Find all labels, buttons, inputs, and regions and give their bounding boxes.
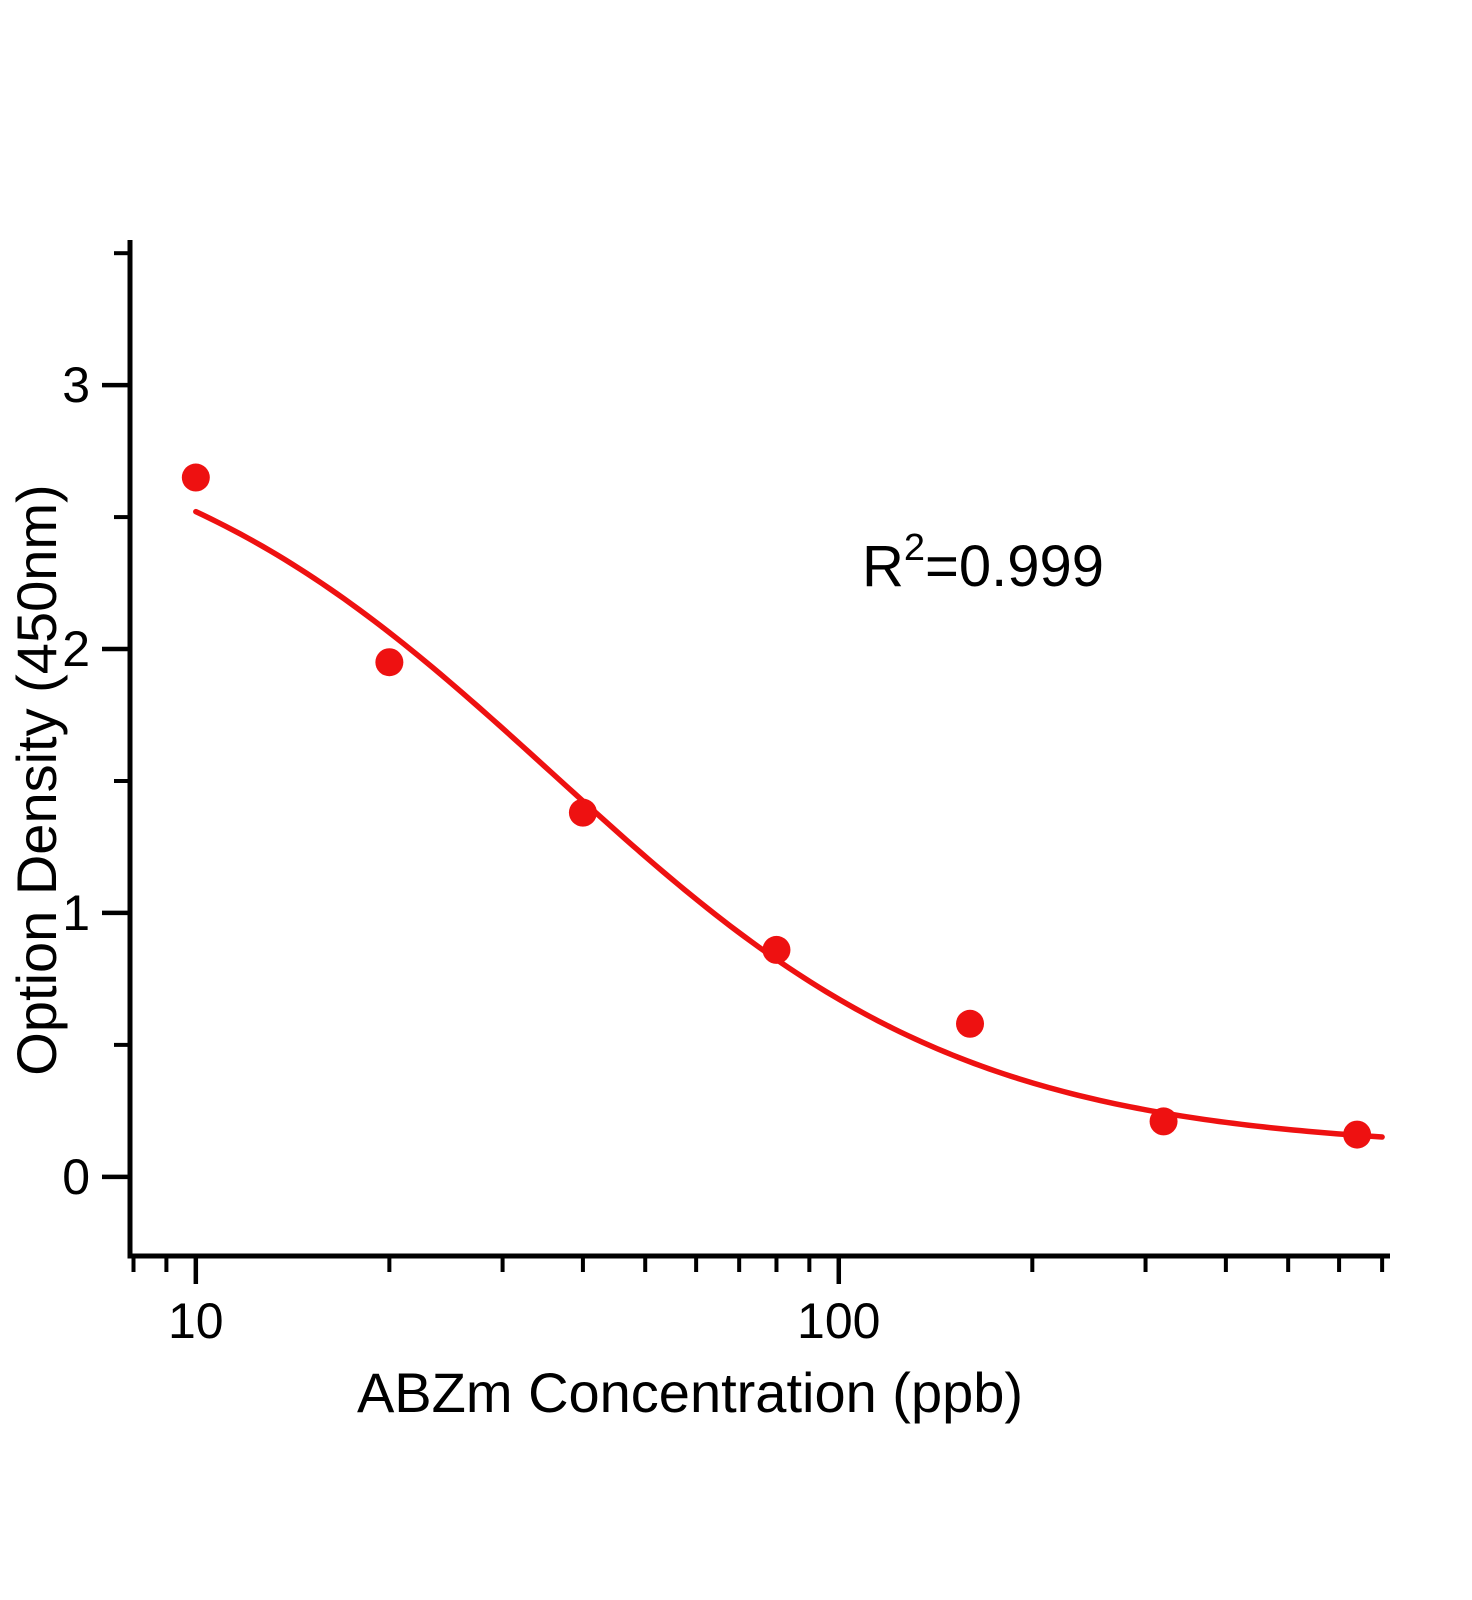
data-point	[375, 648, 404, 677]
x-tick-label: 100	[797, 1293, 880, 1349]
data-point	[762, 935, 791, 964]
axes: 10 100 0 1 2 3	[62, 240, 1390, 1349]
y-tick-label: 0	[62, 1149, 90, 1205]
data-point	[181, 463, 210, 492]
data-series	[181, 463, 1385, 1149]
fit-curve	[193, 508, 1385, 1140]
y-tick-label: 3	[62, 357, 90, 413]
data-point	[1149, 1107, 1178, 1136]
data-point	[568, 798, 597, 827]
axis-spines	[127, 240, 1390, 1259]
data-point	[1343, 1120, 1372, 1149]
data-point	[956, 1009, 985, 1038]
y-tick-label: 2	[62, 621, 90, 677]
x-tick-label: 10	[168, 1293, 224, 1349]
x-axis-label: ABZm Concentration (ppb)	[357, 1361, 1023, 1424]
y-tick-label: 1	[62, 885, 90, 941]
r-squared-annotation: R2=0.999	[862, 527, 1104, 599]
y-axis-label: Option Density (450nm)	[5, 484, 68, 1075]
